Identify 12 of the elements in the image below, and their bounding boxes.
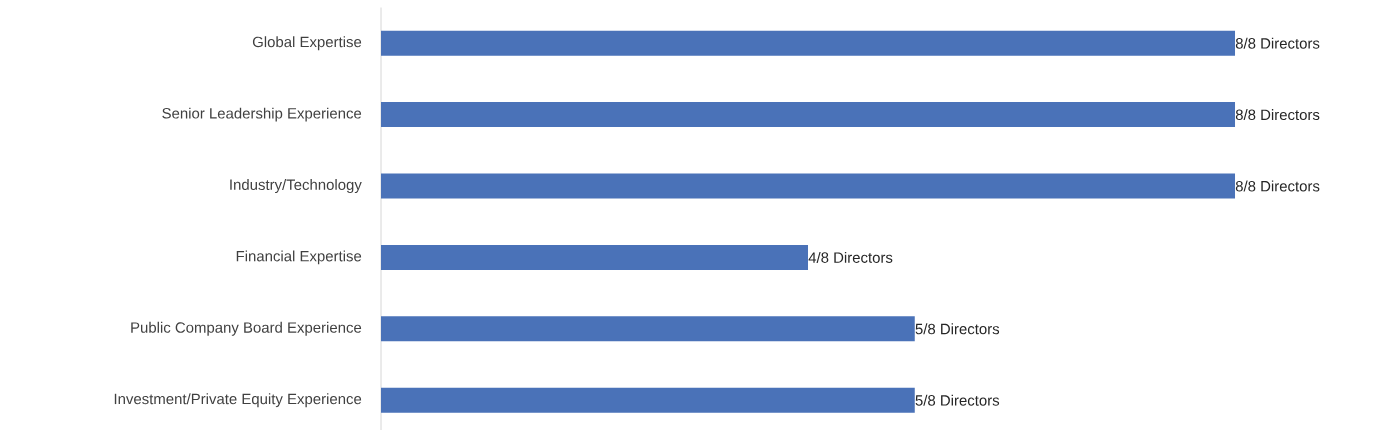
y-tick-label: Global Expertise [252,36,362,51]
data-label: 8/8 Directors [1235,109,1320,121]
y-tick-label: Public Company Board Experience [131,321,362,336]
y-tick-label: Senior Leadership Experience [162,107,362,122]
data-label: 8/8 Directors [1235,180,1320,192]
data-label: 8/8 Directors [1235,37,1320,49]
data-label: 5/8 Directors [915,323,1000,335]
y-tick-label: Investment/Private Equity Experience [114,393,362,408]
y-tick-label: Industry/Technology [230,179,362,193]
data-label: 5/8 Directors [915,394,1000,406]
y-tick-label: Financial Expertise [236,250,362,265]
data-label: 4/8 Directors [808,251,893,263]
